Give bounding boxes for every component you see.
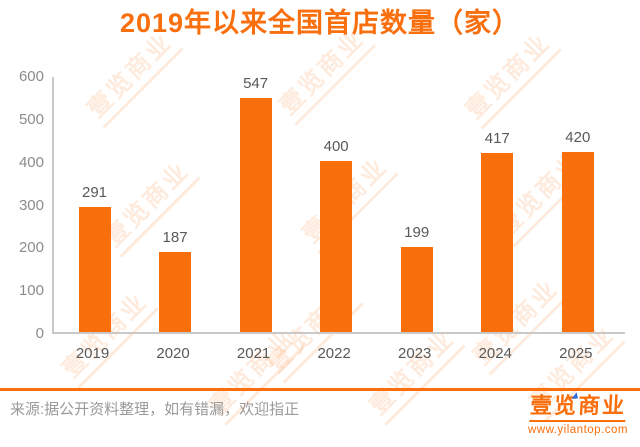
y-axis-tick-label: 100 <box>18 282 44 300</box>
x-axis-tick-label: 2023 <box>398 345 432 362</box>
plot-area: 291 187 547 400 199 417 420 <box>52 74 625 334</box>
bar-value-label: 400 <box>323 137 349 155</box>
y-axis-tick-label: 600 <box>18 68 44 85</box>
x-axis-tick-label: 2024 <box>478 345 512 362</box>
bar-2025 <box>561 152 594 332</box>
bar-2023 <box>400 246 433 332</box>
brand-logo: 壹览商业 <box>529 392 627 422</box>
footer-divider-line <box>0 388 640 391</box>
x-axis-tick-label: 2025 <box>559 345 593 362</box>
bar-value-label: 420 <box>565 129 591 147</box>
bar-value-label: 187 <box>162 228 188 246</box>
x-axis-tick-label: 2022 <box>317 345 351 362</box>
bar-2022 <box>320 160 353 332</box>
x-axis-tick-label: 2019 <box>75 345 110 362</box>
y-axis-tick-label: 0 <box>35 325 44 342</box>
bar-value-label: 291 <box>81 184 108 202</box>
brand-block: 壹览商业 www.yilantop.com <box>527 392 628 436</box>
bar-value-label: 199 <box>404 223 430 241</box>
brand-cursor-icon <box>571 392 581 402</box>
brand-url: www.yilantop.com <box>527 424 628 436</box>
bar-2024 <box>481 153 514 332</box>
bar-2019 <box>78 207 111 332</box>
watermark-logo: 壹览商业 <box>358 318 466 426</box>
y-axis-tick-label: 200 <box>18 239 44 257</box>
bar-value-label: 417 <box>484 130 510 148</box>
chart-title: 2019年以来全国首店数量（家） <box>119 8 521 38</box>
x-axis-tick-label: 2020 <box>156 345 190 362</box>
y-axis-tick-label: 400 <box>18 153 44 171</box>
y-axis-tick-label: 300 <box>18 196 44 214</box>
source-note: 来源:据公开资料整理，如有错漏，欢迎指正 <box>10 401 300 418</box>
y-axis-tick-label: 500 <box>18 110 44 128</box>
x-axis-tick-label: 2021 <box>236 345 271 362</box>
bar-2021 <box>239 97 272 332</box>
bar-2020 <box>159 251 192 332</box>
bar-value-label: 547 <box>243 74 269 92</box>
